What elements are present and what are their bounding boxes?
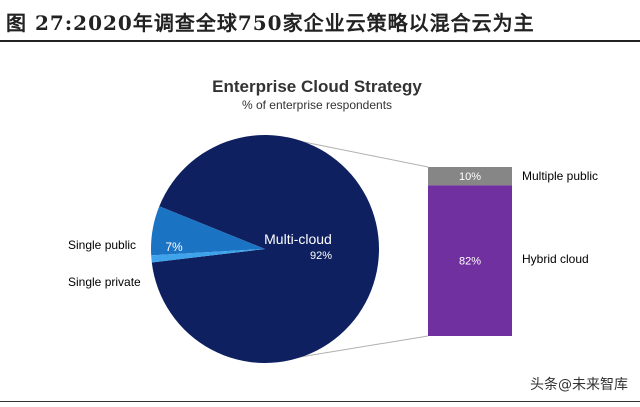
chart-subtitle: % of enterprise respondents <box>242 98 392 112</box>
single-private-label: Single private <box>68 275 141 289</box>
pie-slice-single-private <box>151 249 265 263</box>
figure-caption: 图 27:2020年调查全球750家企业云策略以混合云为主 <box>6 10 535 35</box>
multi-cloud-label: Multi-cloud <box>264 231 332 247</box>
watermark: 头条@未来智库 <box>530 377 628 393</box>
bar-segment-multiple-public <box>428 167 512 186</box>
connector-top <box>293 139 429 168</box>
multiple-public-value: 10% <box>459 171 481 183</box>
bottom-rule <box>0 401 640 402</box>
single-public-value: 7% <box>165 240 183 254</box>
connector-bottom <box>293 335 429 359</box>
pie-slice-multi-cloud <box>151 134 379 363</box>
pie-slice-single-public <box>151 206 265 256</box>
chart-title: Enterprise Cloud Strategy <box>212 77 422 96</box>
multi-cloud-value: 92% <box>310 250 332 262</box>
caption-rule <box>0 40 640 42</box>
single-public-label: Single public <box>68 238 136 252</box>
bar-segment-hybrid-cloud <box>428 185 512 336</box>
hybrid-cloud-value: 82% <box>459 256 481 268</box>
multiple-public-label: Multiple public <box>522 169 598 183</box>
hybrid-cloud-label: Hybrid cloud <box>522 252 589 266</box>
